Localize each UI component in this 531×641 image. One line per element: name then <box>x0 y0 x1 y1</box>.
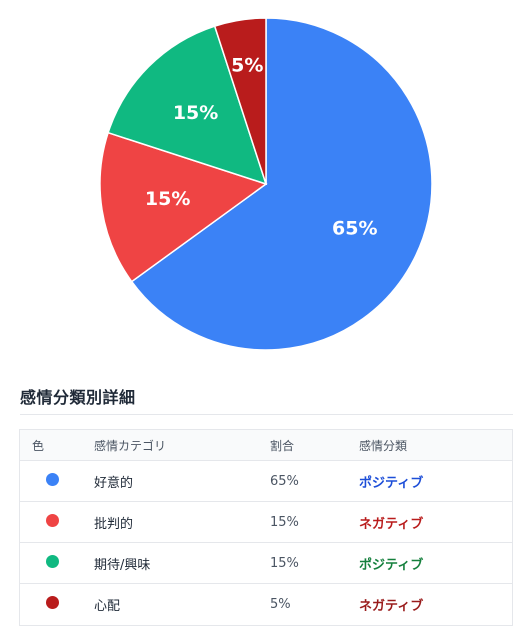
row-ratio: 5% <box>270 597 291 612</box>
detail-table: 色 感情カテゴリ 割合 感情分類 好意的 65% ポジティブ 批判的 15% ネ… <box>19 429 513 626</box>
pie-slice <box>213 17 267 185</box>
row-classification: ポジティブ <box>359 557 424 573</box>
row-ratio: 15% <box>270 514 299 530</box>
pie-chart: 65% 15% 15% 5% <box>99 17 433 351</box>
table-row: 批判的 15% ネガティブ <box>20 502 512 543</box>
header-ratio: 割合 <box>270 438 295 453</box>
row-ratio: 65% <box>270 473 299 489</box>
color-dot <box>46 596 59 609</box>
table-header-row: 色 感情カテゴリ 割合 感情分類 <box>20 430 512 461</box>
color-dot <box>46 472 59 486</box>
header-color: 色 <box>32 438 45 453</box>
color-dot <box>46 554 59 568</box>
section-title: 感情分類別詳細 <box>20 388 136 407</box>
pie-slice-label: 15% <box>145 188 190 210</box>
table-row: 好意的 65% ポジティブ <box>20 461 512 502</box>
row-category: 心配 <box>94 599 121 614</box>
pie-slice <box>107 25 268 186</box>
row-classification: ネガティブ <box>359 516 424 532</box>
row-classification: ネガティブ <box>359 599 424 614</box>
table-row: 心配 5% ネガティブ <box>20 584 512 625</box>
table-row: 期待/興味 15% ポジティブ <box>20 543 512 584</box>
pie-slice-label: 65% <box>332 218 377 240</box>
pie-slice-label: 15% <box>173 102 218 124</box>
row-category: 期待/興味 <box>94 557 151 573</box>
color-dot <box>46 513 59 527</box>
pie-slice-label: 5% <box>231 54 263 76</box>
pie-slice <box>130 17 433 351</box>
pie-slice <box>99 131 268 283</box>
row-category: 批判的 <box>94 516 134 532</box>
row-classification: ポジティブ <box>359 475 424 491</box>
pie-chart-svg: 65% 15% 15% 5% <box>99 17 433 351</box>
row-ratio: 15% <box>270 555 299 571</box>
header-classification: 感情分類 <box>359 438 408 453</box>
section-divider <box>20 414 513 415</box>
row-category: 好意的 <box>94 475 134 491</box>
header-category: 感情カテゴリ <box>94 438 167 453</box>
